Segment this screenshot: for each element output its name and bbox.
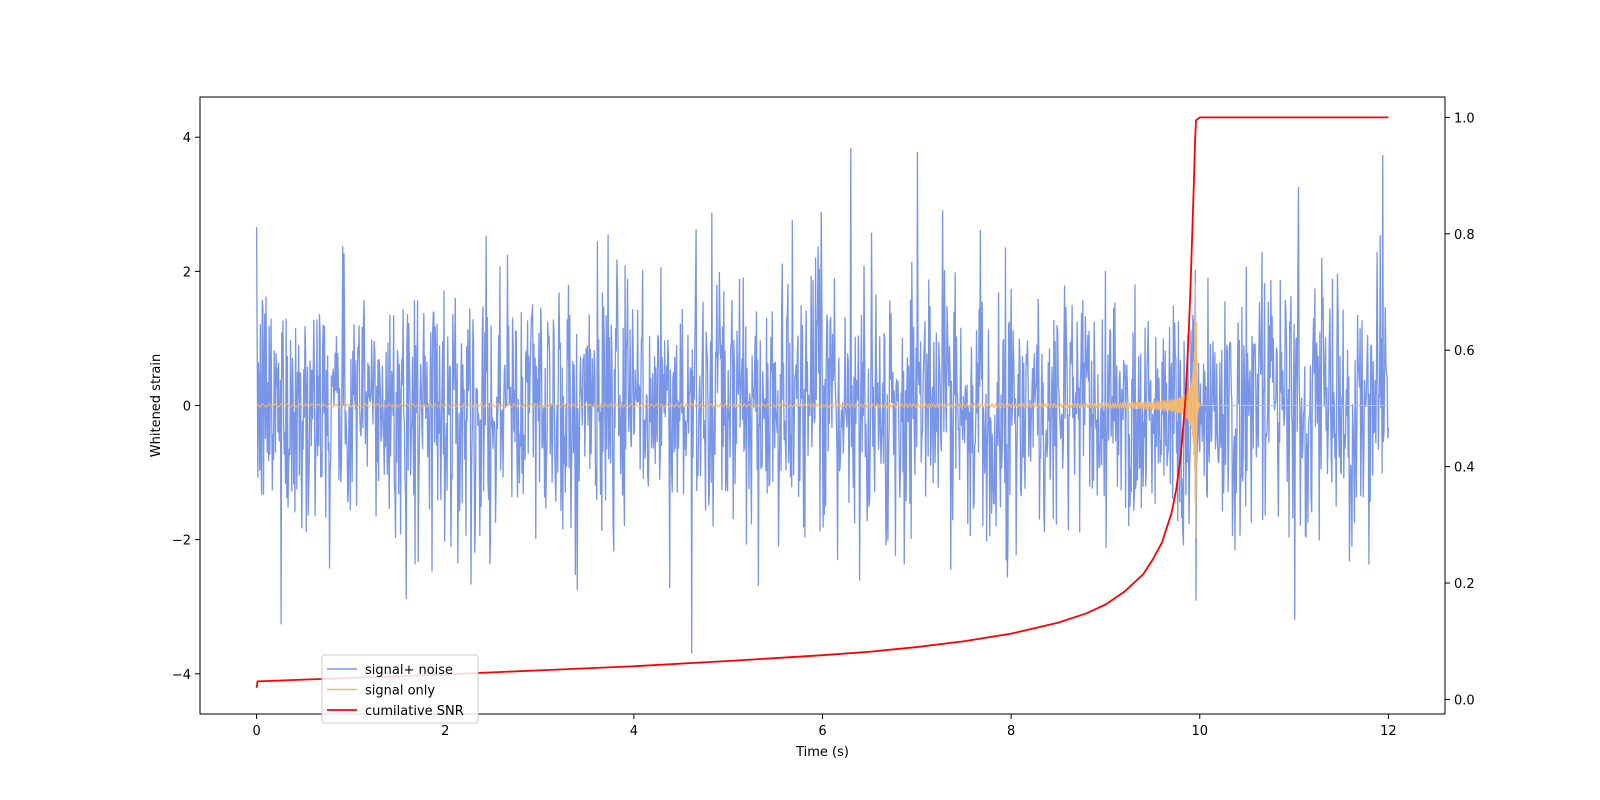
legend-frame bbox=[321, 654, 479, 724]
y2-tick-label: 0.0 bbox=[1454, 693, 1475, 708]
y2-tick-label: 0.4 bbox=[1454, 461, 1475, 476]
y-tick-label: 4 bbox=[183, 131, 191, 146]
series-signal-only-line bbox=[256, 283, 1389, 539]
legend-label: cumilative SNR bbox=[365, 704, 464, 719]
y-tick-label: −4 bbox=[172, 668, 191, 683]
legend-label: signal only bbox=[365, 684, 435, 699]
y-tick-label: −2 bbox=[172, 534, 191, 549]
x-tick-label: 10 bbox=[1191, 724, 1208, 739]
y-tick-label: 2 bbox=[183, 265, 191, 280]
legend-label: signal+ noise bbox=[365, 663, 453, 678]
series-layer bbox=[255, 116, 1390, 688]
y2-tick-label: 0.8 bbox=[1454, 228, 1475, 243]
x-tick-label: 0 bbox=[252, 724, 260, 739]
x-tick-label: 8 bbox=[1007, 724, 1015, 739]
x-tick-label: 2 bbox=[441, 724, 449, 739]
y-axis-left: −4 −2 0 2 4 bbox=[172, 131, 200, 683]
y-tick-label: 0 bbox=[183, 400, 191, 415]
x-tick-label: 12 bbox=[1380, 724, 1397, 739]
y2-tick-label: 0.6 bbox=[1454, 344, 1475, 359]
legend: signal+ noise signal only cumilative SNR bbox=[321, 654, 479, 724]
x-tick-label: 6 bbox=[818, 724, 826, 739]
series-signal-noise-line bbox=[255, 147, 1390, 654]
x-tick-label: 4 bbox=[630, 724, 638, 739]
x-axis-title: Time (s) bbox=[795, 745, 849, 760]
y2-tick-label: 1.0 bbox=[1454, 111, 1475, 126]
series-cumulative-snr-line bbox=[255, 116, 1389, 688]
y2-tick-label: 0.2 bbox=[1454, 577, 1475, 592]
y-axis-right: 0.0 0.2 0.4 0.6 0.8 1.0 bbox=[1445, 111, 1475, 708]
y-axis-title: Whitened strain bbox=[149, 354, 164, 457]
plot-area bbox=[199, 96, 1446, 715]
